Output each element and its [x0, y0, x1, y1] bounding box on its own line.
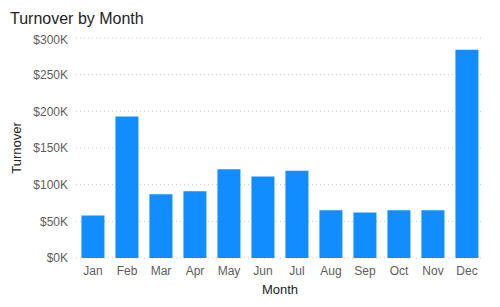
svg-text:Month: Month	[262, 282, 298, 297]
svg-text:Jul: Jul	[289, 264, 304, 278]
svg-text:$300K: $300K	[33, 33, 68, 47]
svg-text:Sep: Sep	[354, 264, 376, 278]
svg-text:$50K: $50K	[40, 215, 68, 229]
svg-text:Jun: Jun	[253, 264, 272, 278]
svg-text:May: May	[218, 264, 241, 278]
svg-text:Turnover: Turnover	[9, 122, 24, 174]
svg-text:Dec: Dec	[456, 264, 477, 278]
svg-text:$250K: $250K	[33, 68, 68, 82]
svg-text:Apr: Apr	[186, 264, 205, 278]
svg-text:Oct: Oct	[390, 264, 409, 278]
html-text:Turnover by Month: Turnover by Month	[10, 10, 144, 27]
svg-text:Feb: Feb	[117, 264, 138, 278]
svg-text:Mar: Mar	[151, 264, 172, 278]
svg-text:$150K: $150K	[33, 141, 68, 155]
svg-text:Nov: Nov	[422, 264, 443, 278]
svg-text:$100K: $100K	[33, 178, 68, 192]
svg-text:Jan: Jan	[83, 264, 102, 278]
svg-text:$0K: $0K	[47, 251, 68, 265]
svg-text:Aug: Aug	[320, 264, 341, 278]
svg-text:$200K: $200K	[33, 105, 68, 119]
